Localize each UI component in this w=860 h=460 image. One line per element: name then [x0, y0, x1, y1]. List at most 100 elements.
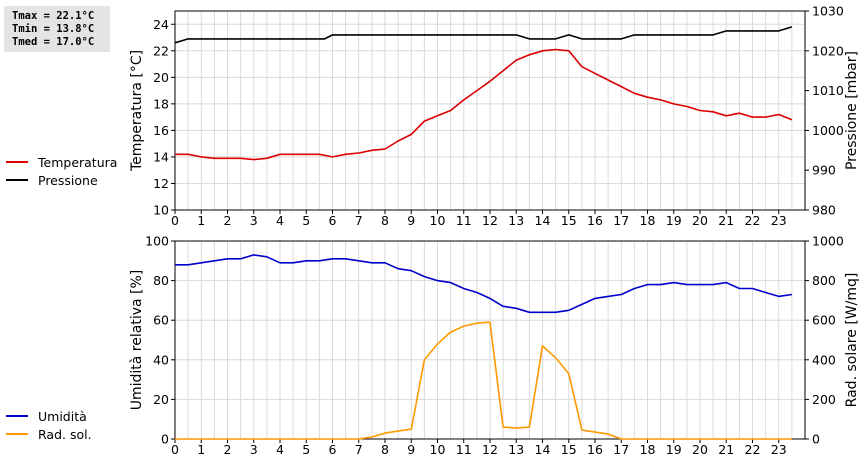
x-tick-label: 3: [250, 442, 258, 457]
x-tick-label: 19: [666, 213, 682, 228]
y-tick-label: 16: [153, 123, 169, 138]
x-tick-label: 10: [430, 442, 446, 457]
x-tick-label: 2: [224, 213, 232, 228]
x-tick-label: 4: [276, 213, 284, 228]
y2-axis-title: Pressione [mbar]: [844, 51, 860, 170]
x-tick-label: 3: [250, 213, 258, 228]
x-tick-label: 10: [430, 213, 446, 228]
x-tick-label: 13: [508, 442, 524, 457]
x-tick-label: 13: [508, 213, 524, 228]
legend-bottom: Umidità Rad. sol.: [6, 407, 92, 443]
x-tick-label: 7: [355, 213, 363, 228]
x-tick-label: 6: [329, 442, 337, 457]
x-tick-label: 12: [482, 442, 498, 457]
x-tick-label: 1: [197, 213, 205, 228]
x-tick-label: 0: [171, 213, 179, 228]
legend-swatch: [6, 161, 28, 163]
x-tick-label: 20: [692, 213, 708, 228]
y-tick-label: 24: [153, 17, 169, 32]
x-tick-label: 18: [640, 442, 656, 457]
y-tick-label: 20: [153, 392, 169, 407]
x-tick-label: 14: [535, 213, 551, 228]
y-axis-title: Temperatura [°C]: [129, 50, 145, 172]
x-tick-label: 19: [666, 442, 682, 457]
y2-tick-label: 1000: [812, 123, 844, 138]
legend-item-pressione: Pressione: [6, 171, 117, 189]
x-tick-label: 18: [640, 213, 656, 228]
x-tick-label: 8: [381, 442, 389, 457]
legend-item-rad-sol: Rad. sol.: [6, 425, 92, 443]
y-tick-label: 14: [153, 149, 169, 164]
x-tick-label: 1: [197, 442, 205, 457]
x-tick-label: 7: [355, 442, 363, 457]
y2-tick-label: 800: [812, 273, 836, 288]
legend-swatch: [6, 415, 28, 417]
x-tick-label: 17: [613, 213, 629, 228]
stat-tmin: Tmin = 13.8°C: [12, 23, 95, 35]
y2-tick-label: 990: [812, 163, 836, 178]
x-tick-label: 11: [456, 442, 472, 457]
y-tick-label: 22: [153, 43, 169, 58]
x-tick-label: 21: [718, 442, 734, 457]
y2-tick-label: 1000: [812, 234, 844, 249]
legend-label: Pressione: [38, 172, 98, 188]
y2-tick-label: 400: [812, 352, 836, 367]
legend-label: Temperatura: [38, 154, 118, 170]
x-tick-label: 5: [302, 442, 310, 457]
y-tick-label: 12: [153, 176, 169, 191]
x-tick-label: 22: [745, 442, 761, 457]
x-tick-label: 5: [302, 213, 310, 228]
legend-top: Temperatura Pressione: [6, 153, 117, 189]
y-tick-label: 18: [153, 96, 169, 111]
x-tick-label: 16: [587, 213, 603, 228]
y2-tick-label: 1030: [812, 4, 844, 19]
x-tick-label: 16: [587, 442, 603, 457]
y-axis-title: Umidità relativa [%]: [129, 270, 145, 411]
y-tick-label: 0: [161, 432, 169, 447]
x-tick-label: 11: [456, 213, 472, 228]
legend-item-temperatura: Temperatura: [6, 153, 117, 171]
x-tick-label: 9: [407, 442, 415, 457]
x-tick-label: 17: [613, 442, 629, 457]
y2-tick-label: 600: [812, 313, 836, 328]
legend-label: Rad. sol.: [38, 426, 92, 442]
stat-tmed: Tmed = 17.0°C: [12, 36, 95, 48]
x-tick-label: 9: [407, 213, 415, 228]
y2-tick-label: 980: [812, 203, 836, 218]
y-tick-label: 10: [153, 203, 169, 218]
x-tick-label: 15: [561, 213, 577, 228]
y2-tick-label: 200: [812, 392, 836, 407]
x-tick-label: 22: [745, 213, 761, 228]
stat-tmax: Tmax = 22.1°C: [12, 10, 95, 22]
x-tick-label: 14: [535, 442, 551, 457]
legend-label: Umidità: [38, 408, 87, 424]
x-tick-label: 4: [276, 442, 284, 457]
x-tick-label: 20: [692, 442, 708, 457]
series-line-temperatura: [175, 48, 793, 161]
series-line-rad-sol: [175, 321, 792, 440]
x-tick-label: 2: [224, 442, 232, 457]
legend-swatch: [6, 179, 28, 181]
y2-tick-label: 1020: [812, 43, 844, 58]
x-tick-label: 8: [381, 213, 389, 228]
series-line-umidit: [175, 254, 793, 314]
x-tick-label: 12: [482, 213, 498, 228]
y2-tick-label: 0: [812, 432, 820, 447]
x-tick-label: 21: [718, 213, 734, 228]
x-tick-label: 15: [561, 442, 577, 457]
y-tick-label: 20: [153, 70, 169, 85]
x-tick-label: 0: [171, 442, 179, 457]
y-tick-label: 60: [153, 313, 169, 328]
series-line-pressione: [174, 26, 793, 44]
y2-tick-label: 1010: [812, 83, 844, 98]
x-tick-label: 23: [771, 213, 787, 228]
legend-swatch: [6, 433, 28, 435]
stats-box: Tmax = 22.1°C Tmin = 13.8°C Tmed = 17.0°…: [4, 6, 110, 52]
y2-axis-title: Rad. solare [W/mq]: [844, 273, 860, 408]
y-tick-label: 40: [153, 352, 169, 367]
x-tick-label: 23: [771, 442, 787, 457]
legend-item-umidita: Umidità: [6, 407, 92, 425]
